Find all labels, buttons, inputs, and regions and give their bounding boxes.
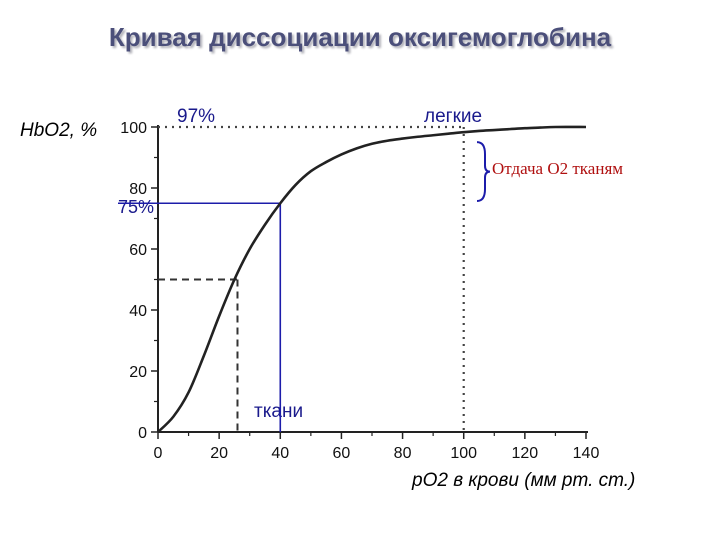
annotation-75-percent: 75% <box>118 197 155 217</box>
x-tick-label: 40 <box>271 445 289 462</box>
y-tick-label: 40 <box>129 303 147 320</box>
annotation-tissues: ткани <box>254 401 304 422</box>
x-tick-label: 20 <box>210 445 228 462</box>
y-tick-label: 0 <box>138 425 147 442</box>
x-tick-label: 60 <box>333 445 351 462</box>
y-tick-label: 100 <box>120 120 147 137</box>
y-axis-label: HbO2, % <box>20 120 98 141</box>
y-tick-label: 60 <box>129 242 147 259</box>
x-tick-label: 0 <box>154 445 163 462</box>
x-tick-label: 100 <box>450 445 477 462</box>
x-tick-label: 120 <box>512 445 539 462</box>
x-axis-label: pO2 в крови (мм рт. ст.) <box>412 470 636 491</box>
y-tick-label: 20 <box>129 364 147 381</box>
dissociation-curve-line <box>157 125 587 433</box>
dissociation-curve <box>157 125 587 433</box>
axes: 0 20 40 60 80 100 120 140 0 20 40 60 80 100 <box>120 120 599 462</box>
x-tick-label: 80 <box>394 445 412 462</box>
release-brace <box>476 141 491 202</box>
annotation-lungs: легкие <box>424 106 483 127</box>
y-tick-label: 80 <box>129 181 147 198</box>
curly-brace <box>476 141 491 202</box>
chart-title: Кривая диссоциации оксигемоглобина <box>108 22 612 52</box>
annotation-o2-release: Отдача О2 тканям <box>492 159 624 178</box>
reference-lines <box>118 125 465 432</box>
annotation-97-percent: 97% <box>177 106 216 127</box>
x-tick-label: 140 <box>573 445 600 462</box>
